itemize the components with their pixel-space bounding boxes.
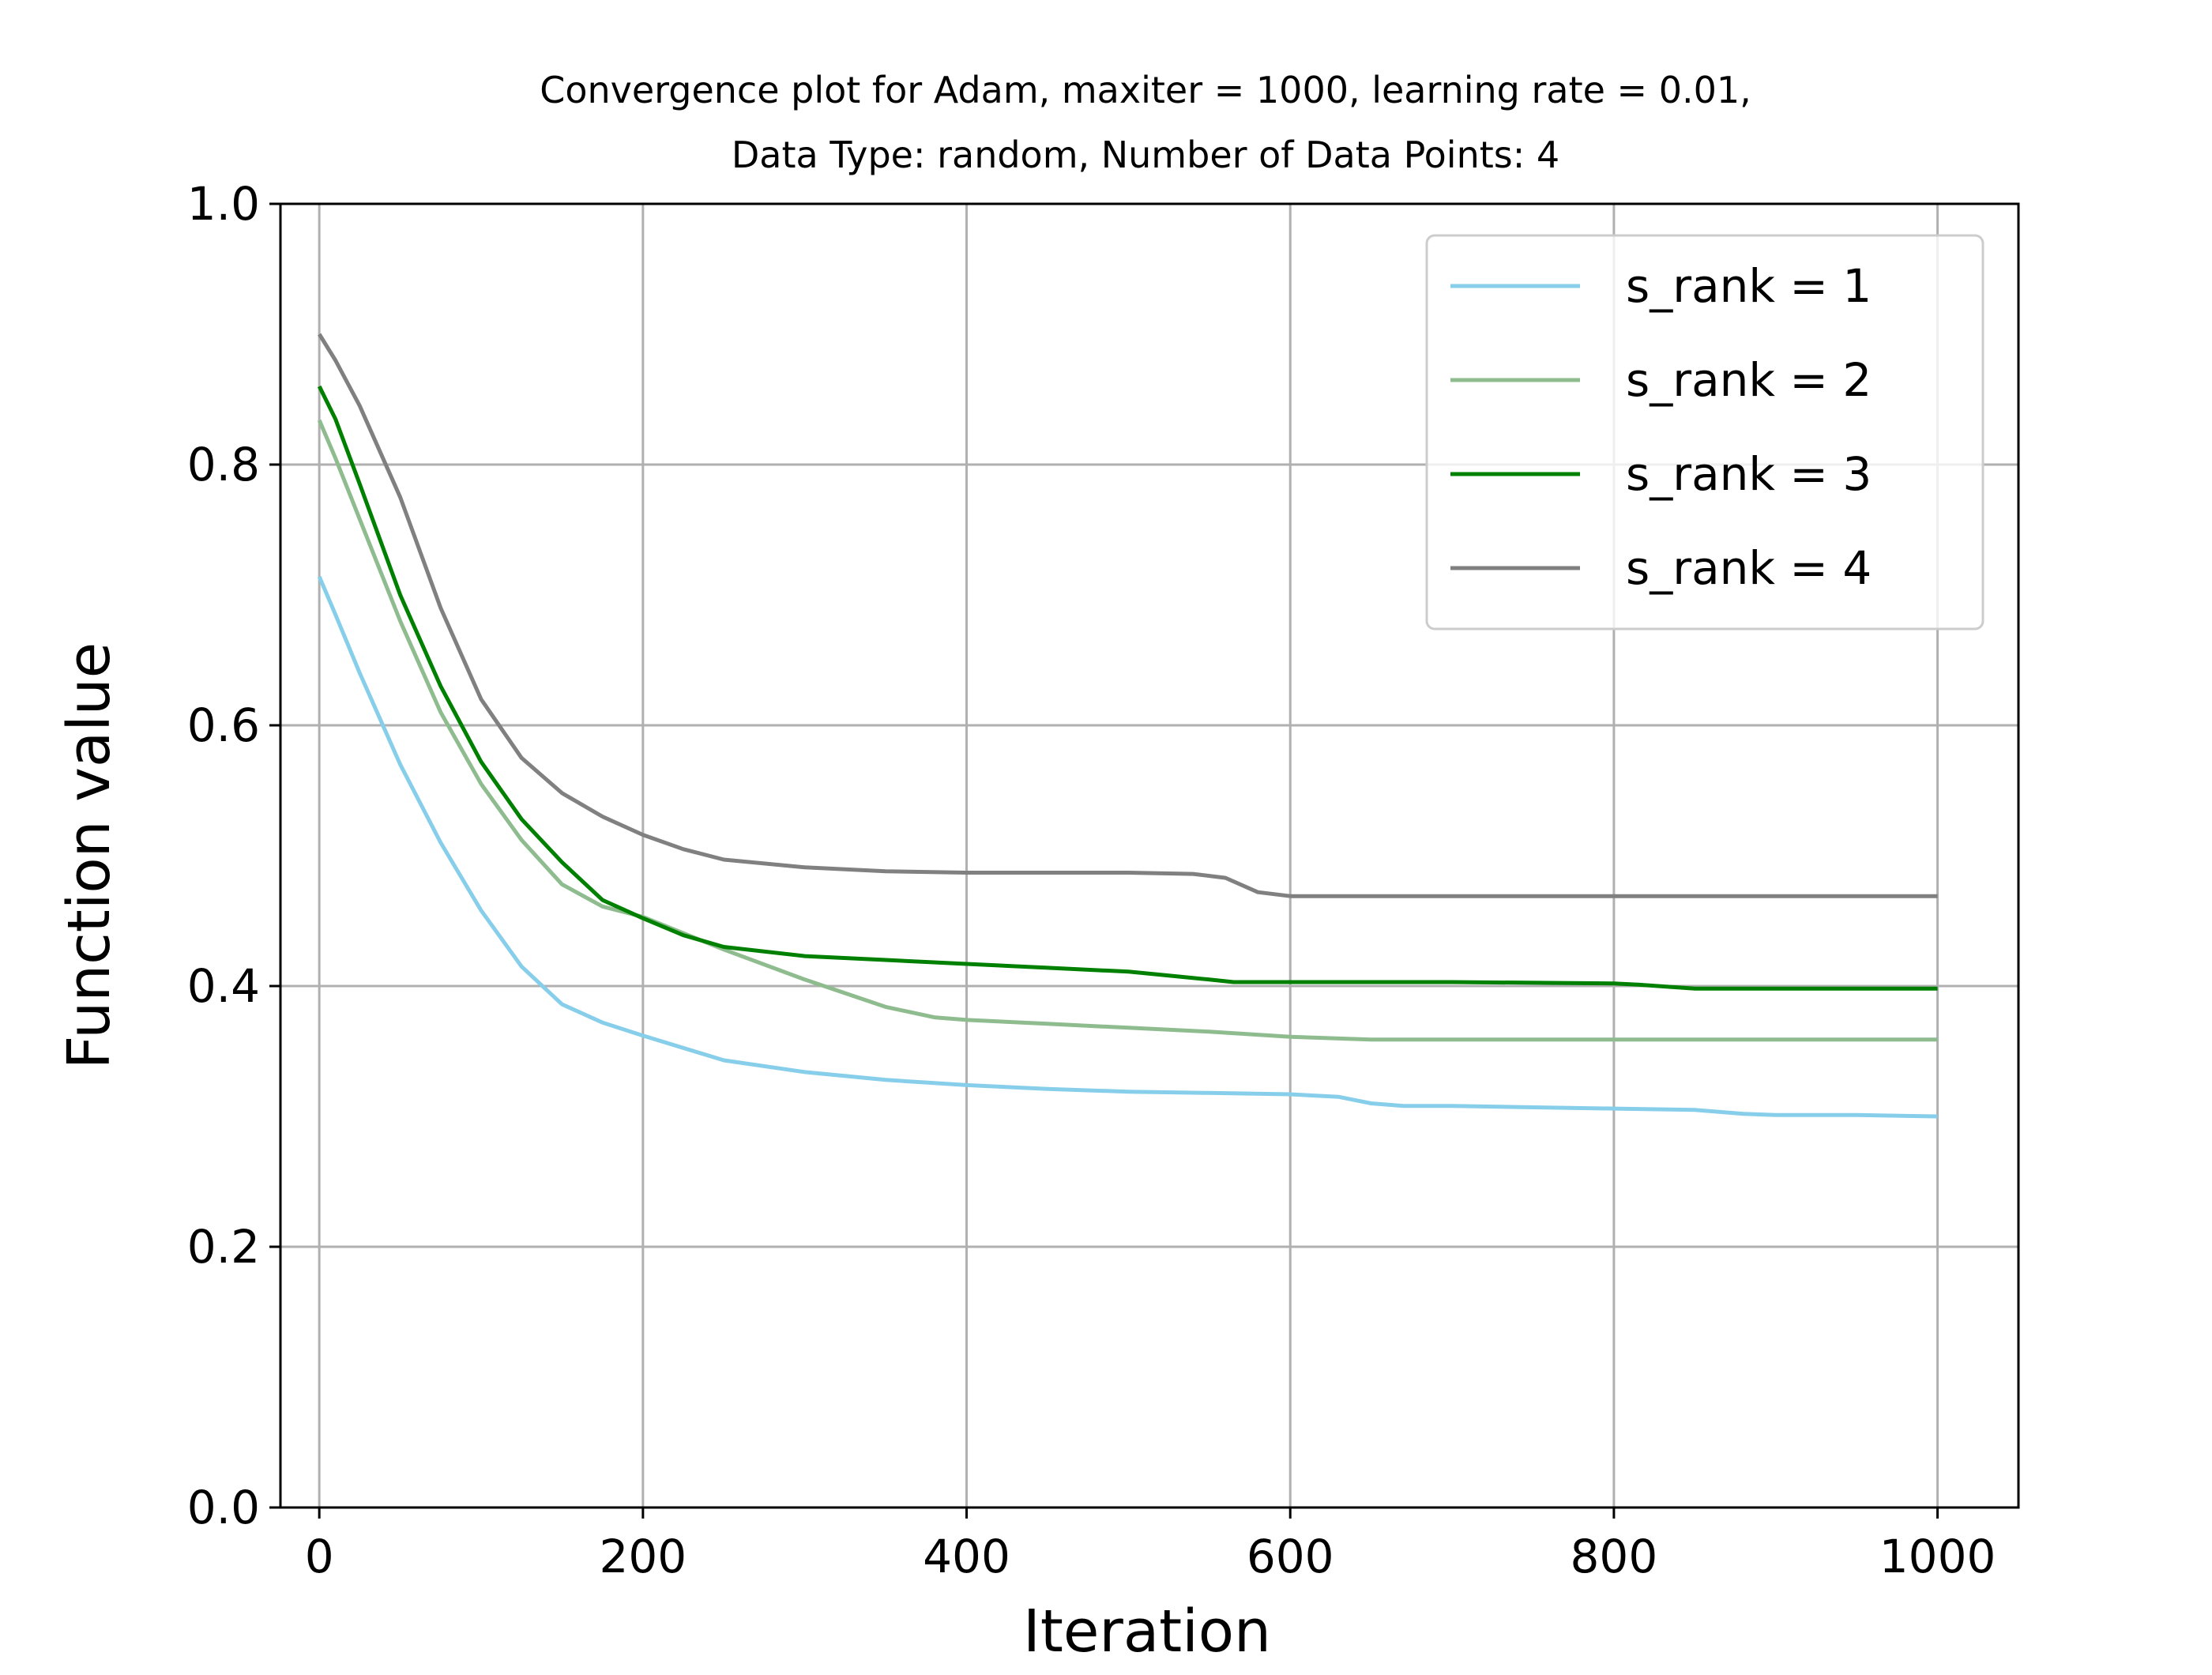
y-tick-label: 0.4 [187,959,260,1013]
series-line-s-rank-1 [317,575,1938,1119]
legend-label: s_rank = 3 [1626,447,1872,501]
y-tick-label: 0.0 [187,1481,260,1534]
x-tick-label: 800 [1571,1530,1658,1583]
y-tick-label: 0.2 [187,1220,260,1274]
legend-label: s_rank = 2 [1626,353,1872,407]
x-tick-label: 400 [923,1530,1010,1583]
chart-title: Convergence plot for Adam, maxiter = 100… [540,69,1751,111]
series-line-s-rank-4 [318,333,1938,898]
legend: s_rank = 1 s_rank = 2 s_rank = 3 s_rank = 4 [1425,234,1984,630]
y-tick-label: 1.0 [187,177,260,231]
legend-label: s_rank = 1 [1626,259,1872,313]
x-tick-label: 200 [599,1530,687,1583]
series-line-s-rank-2 [317,419,1938,1042]
x-axis-label: Iteration [1023,1598,1271,1666]
x-tick-label: 1000 [1879,1530,1996,1583]
plot-frame [279,202,2020,1509]
axis-ticks: 0 200 400 600 800 1000 0.0 0.2 0.4 0.6 0.8 1.0 [187,177,1996,1583]
y-axis-label: Function value [55,642,123,1069]
legend-label: s_rank = 4 [1626,541,1872,595]
chart-subtitle: Data Type: random, Number of Data Points… [732,134,1559,176]
legend-box [1425,234,1984,630]
y-tick-label: 0.8 [187,438,260,491]
x-tick-label: 600 [1247,1530,1334,1583]
series-lines [317,333,1938,1119]
x-tick-label: 0 [305,1530,334,1583]
series-line-s-rank-3 [317,385,1938,991]
y-tick-label: 0.6 [187,698,260,752]
